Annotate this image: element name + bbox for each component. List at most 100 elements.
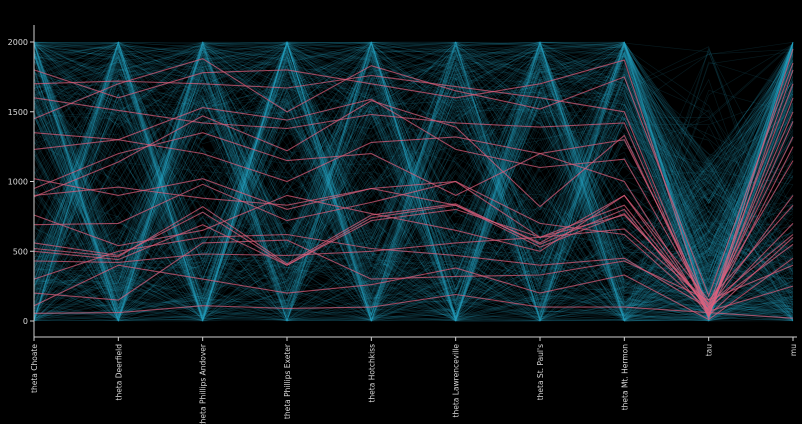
background-line <box>33 42 794 322</box>
y-tick-label: 2000 <box>8 38 28 47</box>
background-line <box>33 49 794 318</box>
background-line <box>33 44 794 321</box>
background-line <box>33 48 794 322</box>
highlighted-line <box>33 239 794 301</box>
background-line <box>33 43 794 319</box>
background-line <box>33 51 794 322</box>
background-line <box>33 42 794 321</box>
background-line <box>33 41 794 305</box>
background-line <box>33 57 794 322</box>
background-line <box>33 47 794 322</box>
background-line <box>33 43 794 322</box>
background-line <box>33 41 794 321</box>
background-line <box>33 43 794 320</box>
background-line <box>33 41 794 321</box>
dimension-label: theta Phillips Exeter <box>283 343 292 419</box>
background-line <box>33 52 794 314</box>
background-line <box>33 43 794 313</box>
background-line <box>33 41 794 313</box>
x-axis: theta Choate theta Deerfield theta Phillip… <box>30 336 798 424</box>
background-line <box>33 47 794 322</box>
background-line <box>33 41 794 302</box>
background-line <box>33 45 794 322</box>
background-line <box>33 46 794 297</box>
highlighted-line <box>33 194 794 312</box>
background-line <box>33 42 794 322</box>
background-line <box>33 49 794 322</box>
background-line <box>33 50 794 322</box>
background-line <box>33 51 794 317</box>
background-line <box>33 41 794 321</box>
highlighted-line <box>33 111 794 311</box>
background-line <box>33 42 794 311</box>
background-line <box>33 41 794 322</box>
background-line <box>33 41 794 322</box>
y-tick-label: 1000 <box>8 178 28 187</box>
background-line <box>33 54 794 322</box>
background-line <box>33 120 794 321</box>
background-line <box>33 44 794 322</box>
background-line <box>33 53 794 321</box>
background-line <box>33 54 794 318</box>
background-line <box>33 49 794 322</box>
highlighted-line <box>33 83 794 308</box>
background-line <box>33 41 794 321</box>
background-line <box>33 41 794 321</box>
background-line <box>33 47 794 322</box>
background-line <box>33 44 794 319</box>
background-line <box>33 42 794 321</box>
background-line <box>33 41 794 318</box>
y-axis: 0 500 1000 1500 2000 <box>8 25 35 337</box>
background-line <box>33 41 794 316</box>
background-line <box>33 44 794 321</box>
background-line <box>33 43 794 322</box>
background-line <box>33 43 794 323</box>
background-line <box>33 41 794 292</box>
background-line <box>33 41 794 305</box>
background-line <box>33 42 794 321</box>
background-line <box>33 42 794 211</box>
background-line <box>33 41 794 321</box>
background-line <box>33 52 794 305</box>
background-line <box>33 42 794 320</box>
background-line <box>33 70 794 321</box>
background-line <box>33 42 794 322</box>
background-line <box>33 41 794 322</box>
background-line <box>33 41 794 319</box>
highlighted-line <box>33 208 794 306</box>
background-line <box>33 41 794 321</box>
background-line <box>33 47 794 321</box>
background-line <box>33 47 794 321</box>
background-line <box>33 46 794 319</box>
background-line <box>33 54 794 322</box>
background-line <box>33 41 794 320</box>
background-line <box>33 44 794 311</box>
background-line <box>33 41 794 313</box>
background-line <box>33 41 794 322</box>
background-line <box>33 44 794 319</box>
background-line <box>33 41 794 322</box>
background-line <box>33 73 794 322</box>
background-line <box>33 42 794 322</box>
background-line <box>33 41 794 319</box>
background-line <box>33 60 794 322</box>
background-line <box>33 41 794 321</box>
background-line <box>33 41 794 320</box>
background-line <box>33 41 794 321</box>
background-line <box>33 41 794 321</box>
background-line <box>33 42 794 322</box>
background-line <box>33 47 794 322</box>
background-line <box>33 41 794 318</box>
background-line <box>33 42 794 321</box>
highlighted-line <box>33 59 794 318</box>
background-line <box>33 41 794 322</box>
background-line <box>33 41 794 321</box>
background-line <box>33 45 794 321</box>
background-line <box>33 41 794 320</box>
background-line <box>33 47 794 312</box>
background-line <box>33 48 794 305</box>
background-line <box>33 47 794 322</box>
background-line <box>33 41 794 320</box>
background-line <box>33 76 794 307</box>
background-line <box>33 41 794 321</box>
